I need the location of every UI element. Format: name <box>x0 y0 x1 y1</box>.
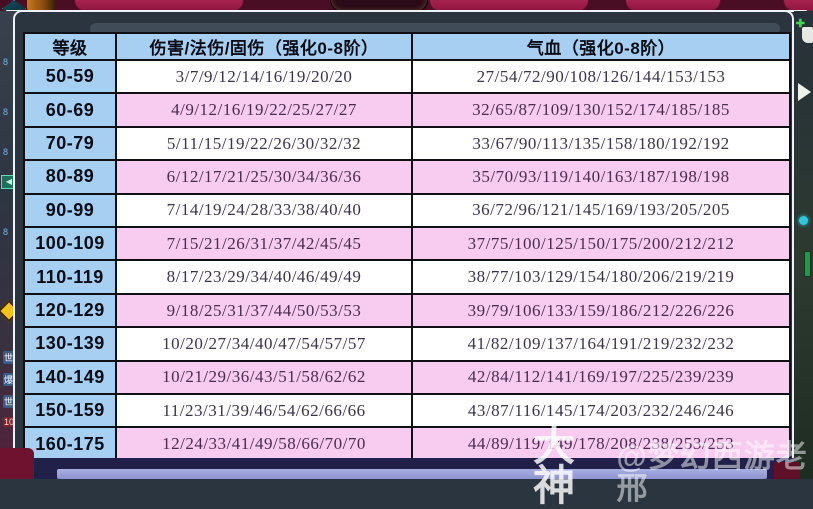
level-cell: 80-89 <box>23 159 117 195</box>
level-cell: 150-159 <box>23 393 117 429</box>
damage-cell: 7/14/19/24/28/33/38/40/40 <box>115 192 413 229</box>
damage-cell: 12/24/33/41/49/58/66/70/70 <box>115 426 413 462</box>
table-row: 70-79 5/11/15/19/22/26/30/32/32 33/67/90/1… <box>23 125 791 162</box>
damage-cell: 9/18/25/31/37/44/50/53/53 <box>115 292 413 329</box>
chat-text-fragment: 8 <box>3 57 9 67</box>
damage-cell: 10/20/27/34/40/47/54/57/57 <box>115 326 413 362</box>
chat-text-fragment: 8 <box>3 227 9 237</box>
level-cell: 140-149 <box>23 359 117 396</box>
header-damage: 伤害/法伤/固伤（强化0-8阶） <box>115 32 413 61</box>
table-row: 120-129 9/18/25/31/37/44/50/53/53 39/79/10… <box>23 292 791 329</box>
scene-label-fragment: 世 <box>3 395 15 408</box>
table-row: 100-109 7/15/21/26/31/37/42/45/45 37/75/10… <box>23 226 791 262</box>
table-row: 50-59 3/7/9/12/14/16/19/20/20 27/54/72/90/… <box>23 58 791 95</box>
damage-cell: 10/21/29/36/43/51/58/62/62 <box>115 359 413 396</box>
header-row: 等级 伤害/法伤/固伤（强化0-8阶） 气血（强化0-8阶） <box>23 32 791 61</box>
window-bottom-edge <box>57 469 767 479</box>
level-cell: 110-119 <box>23 259 117 295</box>
damage-cell: 4/9/12/16/19/22/25/27/27 <box>115 92 413 128</box>
game-ui-corner-left <box>0 448 34 479</box>
hp-cell: 27/54/72/90/108/126/144/153/153 <box>411 58 791 95</box>
hp-cell: 32/65/87/109/130/152/174/185/185 <box>411 92 791 128</box>
level-cell: 120-129 <box>23 292 117 329</box>
damage-cell: 3/7/9/12/14/16/19/20/20 <box>115 58 413 95</box>
hp-cell: 39/79/106/133/159/186/212/226/226 <box>411 292 791 329</box>
scroll-icon <box>802 27 813 43</box>
plus-icon[interactable]: ✚ <box>795 18 805 30</box>
table-row: 130-139 10/20/27/34/40/47/54/57/57 41/82/1… <box>23 326 791 362</box>
table-row: 140-149 10/21/29/36/43/51/58/62/62 42/84/1… <box>23 359 791 396</box>
level-cell: 90-99 <box>23 192 117 229</box>
table-row: 90-99 7/14/19/24/28/33/38/40/40 36/72/96/1… <box>23 192 791 229</box>
hp-cell: 41/82/109/137/164/191/219/232/232 <box>411 326 791 362</box>
level-cell: 60-69 <box>23 92 117 128</box>
level-cell: 70-79 <box>23 125 117 162</box>
character-portrait <box>27 0 55 13</box>
level-cell: 50-59 <box>23 58 117 95</box>
chat-text-fragment: 8 <box>3 147 9 157</box>
hp-cell: 37/75/100/125/150/175/200/212/212 <box>411 226 791 262</box>
hp-cell: 44/89/119/149/178/208/238/253/253 <box>411 426 791 462</box>
game-scene-right-strip: ✚ <box>794 11 813 479</box>
scene-label-fragment: 世 <box>3 351 15 364</box>
damage-cell: 6/12/17/21/25/30/34/36/36 <box>115 159 413 195</box>
header-level: 等级 <box>23 32 117 61</box>
hp-cell: 38/77/103/129/154/180/206/219/219 <box>411 259 791 295</box>
npc-fragment <box>804 251 811 277</box>
chat-text-fragment: 8 <box>3 107 9 117</box>
damage-cell: 7/15/21/26/31/37/42/45/45 <box>115 226 413 262</box>
hp-cell: 42/84/112/141/169/197/225/239/239 <box>411 359 791 396</box>
table-row: 110-119 8/17/23/29/34/40/46/49/49 38/77/10… <box>23 259 791 295</box>
hp-cell: 35/70/93/119/140/163/187/198/198 <box>411 159 791 195</box>
hp-cell: 33/67/90/113/135/158/180/192/192 <box>411 125 791 162</box>
scene-label-fragment: 爆 <box>3 373 15 386</box>
damage-cell: 8/17/23/29/34/40/46/49/49 <box>115 259 413 295</box>
hp-cell: 36/72/96/121/145/169/193/205/205 <box>411 192 791 229</box>
table-row: 60-69 4/9/12/16/19/22/25/27/27 32/65/87/10… <box>23 92 791 128</box>
teal-marker-icon <box>799 216 808 225</box>
level-cell: 130-139 <box>23 326 117 362</box>
table-row: 160-175 12/24/33/41/49/58/66/70/70 44/89/1… <box>23 426 791 462</box>
damage-cell: 5/11/15/19/22/26/30/32/32 <box>115 125 413 162</box>
level-cell: 100-109 <box>23 226 117 262</box>
expand-arrow-icon[interactable] <box>798 83 811 101</box>
enhancement-stats-table: 等级 伤害/法伤/固伤（强化0-8阶） 气血（强化0-8阶） 50-59 3/7/… <box>23 32 791 462</box>
game-ui-corner-right <box>774 462 800 479</box>
damage-cell: 11/23/31/39/46/54/62/66/66 <box>115 393 413 429</box>
table-row: 150-159 11/23/31/39/46/54/62/66/66 43/87/1… <box>23 393 791 429</box>
level-cell: 160-175 <box>23 426 117 462</box>
hp-cell: 43/87/116/145/174/203/232/246/246 <box>411 393 791 429</box>
table-row: 80-89 6/12/17/21/25/30/34/36/36 35/70/93/1… <box>23 159 791 195</box>
header-hp: 气血（强化0-8阶） <box>411 32 791 61</box>
scene-number-fragment: 10 <box>3 417 16 427</box>
stats-table-container: 等级 伤害/法伤/固伤（强化0-8阶） 气血（强化0-8阶） 50-59 3/7/… <box>23 32 791 462</box>
